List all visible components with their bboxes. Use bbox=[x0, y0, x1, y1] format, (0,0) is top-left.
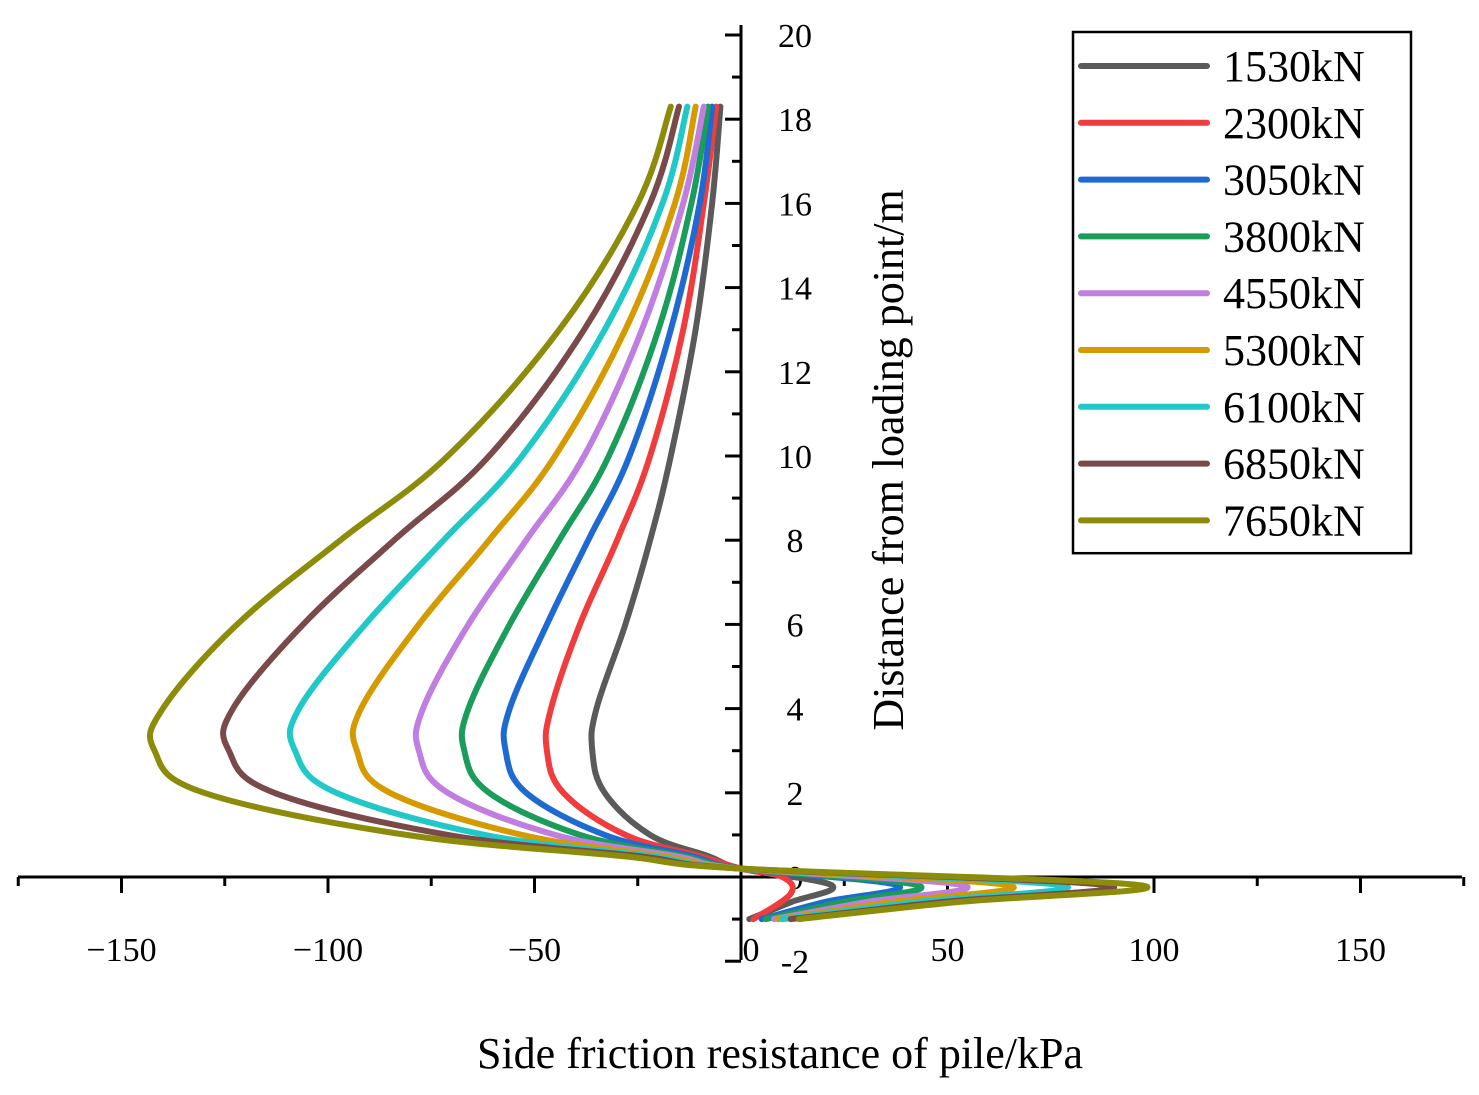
y-tick-label: 2 bbox=[787, 776, 804, 813]
x-tick-label: 0 bbox=[743, 932, 760, 969]
series-line-5300kN bbox=[349, 103, 1017, 923]
legend-label: 2300kN bbox=[1223, 99, 1365, 148]
legend-label: 3050kN bbox=[1223, 156, 1365, 205]
x-axis-title: Side friction resistance of pile/kPa bbox=[477, 1029, 1083, 1078]
x-tick-label: 150 bbox=[1335, 932, 1386, 969]
legend-label: 5300kN bbox=[1223, 326, 1365, 375]
y-tick-label: 10 bbox=[778, 439, 812, 476]
legend-label: 6100kN bbox=[1223, 383, 1365, 432]
legend-label: 7650kN bbox=[1223, 496, 1365, 545]
series-line-7650kN bbox=[146, 103, 1151, 923]
y-tick-label: 6 bbox=[787, 607, 804, 644]
x-tick-label: −150 bbox=[86, 932, 156, 969]
legend-label: 3800kN bbox=[1223, 212, 1365, 261]
y-tick-label: 8 bbox=[787, 523, 804, 560]
legend-label: 4550kN bbox=[1223, 269, 1365, 318]
y-tick-label: 18 bbox=[778, 102, 812, 139]
y-tick-label: 4 bbox=[787, 692, 804, 729]
x-tick-label: −100 bbox=[293, 932, 363, 969]
y-axis-title: Distance from loading point/m bbox=[864, 189, 913, 730]
x-tick-label: 50 bbox=[931, 932, 965, 969]
y-tick-label: 16 bbox=[778, 186, 812, 223]
y-tick-label: 12 bbox=[778, 355, 812, 392]
legend-label: 6850kN bbox=[1223, 440, 1365, 489]
y-tick-label: -2 bbox=[781, 944, 809, 981]
legend: 1530kN 2300kN 3050kN 3800kN 4550kN 5300kN 6100… bbox=[1071, 30, 1413, 555]
y-tick-label: 14 bbox=[778, 271, 812, 308]
x-tick-label: 100 bbox=[1129, 932, 1180, 969]
x-tick-label: −50 bbox=[508, 932, 561, 969]
series-lines bbox=[146, 103, 1151, 923]
legend-label: 1530kN bbox=[1223, 42, 1365, 91]
y-tick-label: 20 bbox=[778, 18, 812, 55]
